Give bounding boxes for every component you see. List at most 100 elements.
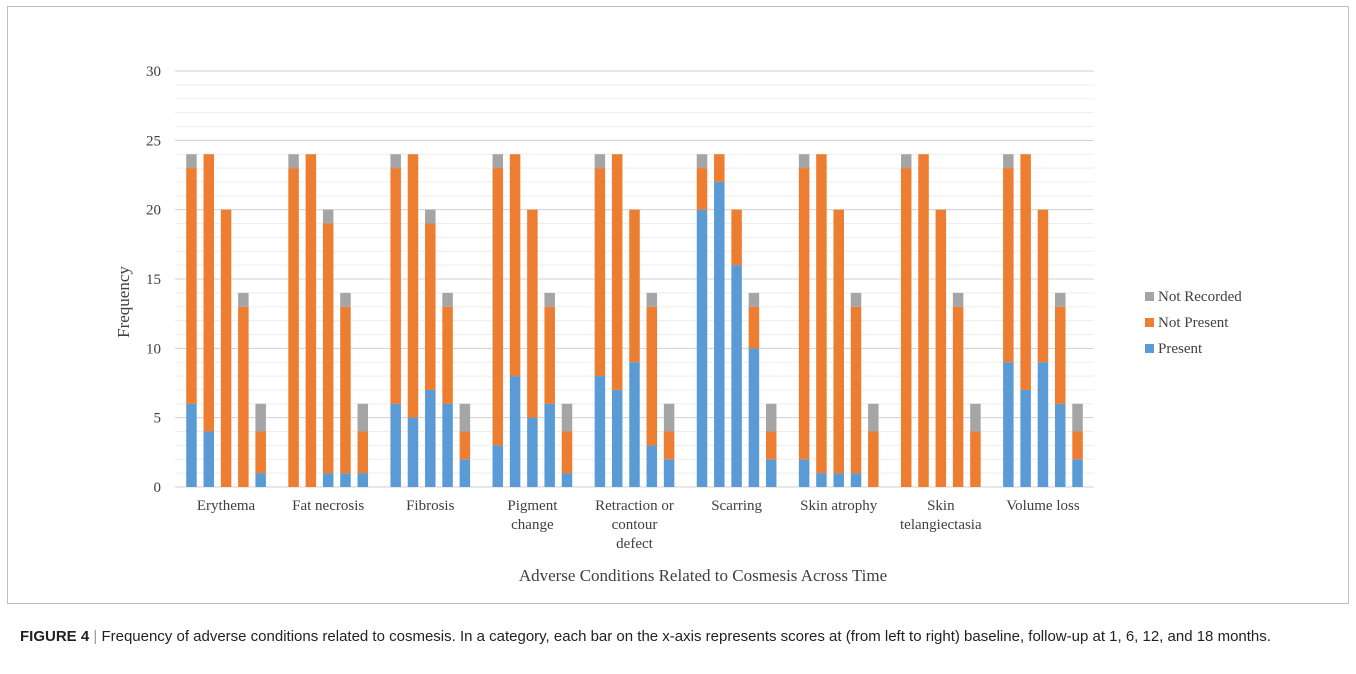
bar-segment-present [646, 445, 658, 487]
bar-segment-not-present [509, 154, 521, 377]
bar-segment-not-present [594, 168, 606, 377]
x-category-label: Erythema [197, 498, 256, 514]
x-category-label: Fibrosis [406, 498, 455, 514]
bar-segment-not-recorded [357, 403, 369, 432]
bar-segment-not-present [952, 306, 964, 487]
bar-segment-present [798, 459, 810, 487]
bar-segment-present [696, 209, 708, 488]
bar-segment-present [255, 473, 266, 487]
bar-segment-not-recorded [238, 292, 249, 307]
bar-segment-not-recorded [561, 403, 573, 432]
bar-segment-not-present [561, 431, 573, 474]
bar-segment-not-present [1037, 209, 1049, 363]
x-category-label: Volume loss [1006, 498, 1080, 514]
caption-label: FIGURE 4 [20, 628, 90, 645]
bar-segment-present [442, 403, 453, 487]
bar-segment-present [492, 445, 504, 487]
x-category-label: Skin atrophy [800, 498, 878, 514]
bar-segment-not-present [357, 431, 369, 474]
y-tick-label: 25 [146, 133, 161, 149]
x-category-label: Fat necrosis [292, 498, 364, 514]
bar-segment-not-recorded [900, 154, 912, 169]
bar-segment-present [731, 265, 742, 487]
legend-swatch [1145, 318, 1154, 327]
bar-segment-not-recorded [765, 403, 777, 432]
bar-segment-not-present [629, 209, 640, 363]
bar-segment-not-recorded [390, 154, 401, 169]
bar-segment-not-present [1020, 154, 1031, 390]
bar-segment-not-recorded [594, 154, 606, 169]
bar-segment-not-recorded [850, 292, 862, 307]
bar-segment-not-present [288, 168, 299, 487]
bar-segment-not-recorded [970, 403, 981, 432]
bar-segment-not-recorded [492, 154, 504, 169]
bar-segment-not-present [186, 168, 197, 404]
bar-segment-present [459, 459, 471, 487]
bar-segment-not-recorded [322, 209, 334, 224]
bar-segment-present [1037, 362, 1049, 487]
y-tick-label: 30 [146, 64, 161, 80]
x-category-label: Pigment change [507, 498, 558, 533]
bar-segment-not-present [748, 306, 760, 349]
bar-segment-not-present [816, 154, 827, 474]
bar-segment-not-present [918, 154, 929, 487]
bar-segment-present [714, 181, 725, 487]
bar-segment-present [663, 459, 675, 487]
bar-segment-present [425, 389, 436, 487]
caption-separator: | [93, 628, 98, 645]
bar-segment-present [390, 403, 401, 487]
bar-segment-not-present [220, 209, 232, 488]
bar-segment-not-recorded [425, 209, 436, 224]
bar-segment-present [748, 348, 760, 487]
chart-frame: 0 5 10 15 20 25 30 Erythema Fat necrosis Fibrosi… [7, 6, 1349, 604]
bar-segment-present [407, 417, 419, 487]
bar-segment-not-present [544, 306, 555, 404]
bar-segment-present [1020, 389, 1031, 487]
bar-segment-present [816, 473, 827, 487]
bar-segment-present [561, 473, 573, 487]
bar-segment-not-recorded [663, 403, 675, 432]
bar-segment-present [833, 473, 844, 487]
bar-segment-not-present [970, 431, 981, 487]
bar-segment-not-present [765, 431, 777, 460]
bar-segment-not-recorded [748, 292, 760, 307]
bar-segment-not-present [1072, 431, 1083, 460]
bar-segment-present [527, 417, 538, 487]
bar-segment-not-present [238, 306, 249, 487]
bar-segment-present [850, 473, 862, 487]
bar-segment-not-present [305, 154, 317, 487]
bar-segment-not-present [407, 154, 419, 418]
bar-segment-not-present [390, 168, 401, 404]
bar-segment-not-present [714, 154, 725, 182]
bar-segment-not-present [322, 223, 334, 474]
bar-segment-present [611, 389, 623, 487]
bar-segment-present [186, 403, 197, 487]
bar-segment-not-present [203, 154, 215, 432]
bar-segment-present [765, 459, 777, 487]
legend-label: Not Present [1158, 315, 1229, 331]
bar-segment-not-present [1003, 168, 1014, 363]
bar-segment-not-recorded [255, 403, 266, 432]
figure-caption: FIGURE 4 | Frequency of adverse conditio… [20, 626, 1340, 648]
y-tick-label: 5 [154, 411, 162, 427]
bar-segment-present [1054, 403, 1066, 487]
bar-segment-not-present [527, 209, 538, 418]
bar-segment-present [509, 376, 521, 487]
bar-segment-not-recorded [1003, 154, 1014, 169]
bar-segment-present [629, 362, 640, 487]
bar-segment-not-present [425, 223, 436, 390]
bar-segment-not-present [646, 306, 658, 446]
bar-segment-not-present [868, 431, 879, 487]
legend-label: Not Recorded [1158, 289, 1242, 305]
x-category-label: Scarring [711, 498, 762, 514]
bar-segment-not-present [731, 209, 742, 266]
bar-segment-not-present [900, 168, 912, 487]
legend: Not Recorded Not Present Present [1145, 289, 1242, 357]
y-axis-title: Frequency [114, 266, 133, 338]
x-category-label: Retraction or contour defect [595, 498, 674, 552]
bar-segment-not-recorded [1054, 292, 1066, 307]
bar-segment-present [1072, 459, 1083, 487]
bar-segment-not-present [696, 168, 708, 210]
legend-label: Present [1158, 341, 1203, 357]
bar-segment-not-recorded [1072, 403, 1083, 432]
